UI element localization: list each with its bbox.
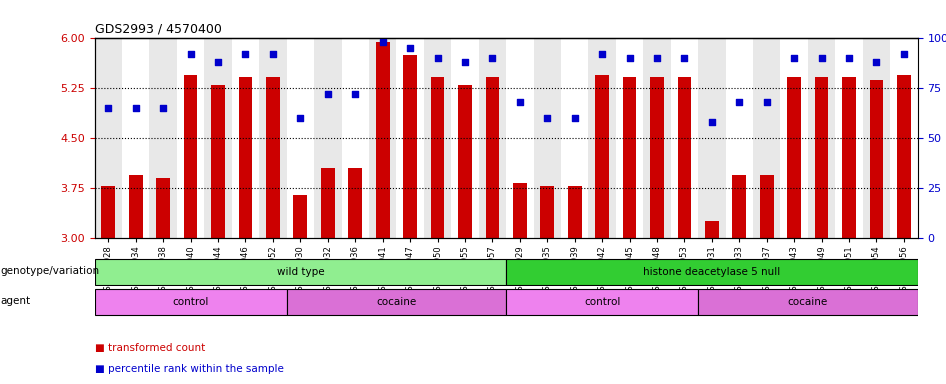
Point bbox=[594, 51, 609, 58]
Bar bbox=[129, 175, 143, 238]
Text: GDS2993 / 4570400: GDS2993 / 4570400 bbox=[95, 23, 221, 36]
Text: cocaine: cocaine bbox=[788, 297, 828, 308]
Point bbox=[292, 115, 307, 121]
Point bbox=[649, 55, 664, 61]
Point bbox=[704, 119, 719, 125]
Bar bbox=[863, 38, 890, 238]
Bar bbox=[458, 85, 472, 238]
Bar bbox=[101, 186, 115, 238]
Bar bbox=[753, 38, 780, 238]
Point bbox=[814, 55, 829, 61]
Point bbox=[622, 55, 637, 61]
Bar bbox=[513, 183, 527, 238]
Bar bbox=[540, 186, 554, 238]
Bar bbox=[238, 77, 253, 238]
Point bbox=[676, 55, 692, 61]
Point bbox=[731, 99, 746, 105]
FancyBboxPatch shape bbox=[698, 290, 918, 315]
Text: control: control bbox=[172, 297, 209, 308]
Point bbox=[265, 51, 280, 58]
Point bbox=[842, 55, 857, 61]
FancyBboxPatch shape bbox=[95, 290, 287, 315]
Point bbox=[183, 51, 199, 58]
Bar bbox=[760, 175, 774, 238]
Point bbox=[375, 39, 390, 45]
Bar bbox=[897, 75, 911, 238]
Bar bbox=[376, 42, 390, 238]
Bar bbox=[430, 77, 445, 238]
Text: histone deacetylase 5 null: histone deacetylase 5 null bbox=[643, 266, 780, 277]
Bar bbox=[869, 79, 884, 238]
Point bbox=[429, 55, 445, 61]
Point bbox=[320, 91, 335, 98]
FancyBboxPatch shape bbox=[506, 290, 698, 315]
Bar bbox=[643, 38, 671, 238]
Bar bbox=[534, 38, 561, 238]
Point bbox=[457, 59, 472, 65]
Text: genotype/variation: genotype/variation bbox=[0, 266, 99, 276]
Bar bbox=[732, 175, 746, 238]
Bar bbox=[479, 38, 506, 238]
Text: cocaine: cocaine bbox=[377, 297, 416, 308]
Text: agent: agent bbox=[0, 296, 30, 306]
Bar bbox=[184, 75, 198, 238]
Bar bbox=[588, 38, 616, 238]
Bar bbox=[808, 38, 835, 238]
Bar bbox=[787, 77, 801, 238]
Bar bbox=[369, 38, 396, 238]
Point bbox=[786, 55, 801, 61]
Point bbox=[539, 115, 554, 121]
Bar bbox=[403, 55, 417, 238]
Bar bbox=[259, 38, 287, 238]
FancyBboxPatch shape bbox=[506, 259, 918, 285]
Point bbox=[567, 115, 582, 121]
Bar bbox=[424, 38, 451, 238]
Bar bbox=[293, 195, 307, 238]
Point bbox=[155, 105, 171, 111]
Bar bbox=[156, 178, 170, 238]
Bar bbox=[314, 38, 342, 238]
Bar bbox=[211, 85, 225, 238]
Bar bbox=[149, 38, 177, 238]
Bar bbox=[698, 38, 726, 238]
Bar bbox=[485, 77, 499, 238]
Bar bbox=[595, 75, 609, 238]
Point bbox=[129, 105, 144, 111]
Bar bbox=[677, 77, 692, 238]
Point bbox=[347, 91, 362, 98]
Text: ■ percentile rank within the sample: ■ percentile rank within the sample bbox=[95, 364, 284, 374]
Bar bbox=[842, 77, 856, 238]
Point bbox=[402, 45, 417, 51]
Bar bbox=[650, 77, 664, 238]
Bar bbox=[266, 77, 280, 238]
FancyBboxPatch shape bbox=[95, 259, 506, 285]
Text: wild type: wild type bbox=[276, 266, 324, 277]
Bar bbox=[348, 168, 362, 238]
FancyBboxPatch shape bbox=[287, 290, 506, 315]
Point bbox=[238, 51, 254, 58]
Bar bbox=[568, 186, 582, 238]
Point bbox=[210, 59, 225, 65]
Point bbox=[896, 51, 911, 58]
Bar bbox=[705, 222, 719, 238]
Point bbox=[759, 99, 774, 105]
Point bbox=[868, 59, 884, 65]
Bar bbox=[95, 38, 122, 238]
Text: ■ transformed count: ■ transformed count bbox=[95, 343, 205, 353]
Point bbox=[484, 55, 499, 61]
Point bbox=[512, 99, 527, 105]
Bar bbox=[815, 77, 829, 238]
Text: control: control bbox=[584, 297, 621, 308]
Point bbox=[101, 105, 115, 111]
Bar bbox=[204, 38, 232, 238]
Bar bbox=[622, 77, 637, 238]
Bar bbox=[321, 168, 335, 238]
